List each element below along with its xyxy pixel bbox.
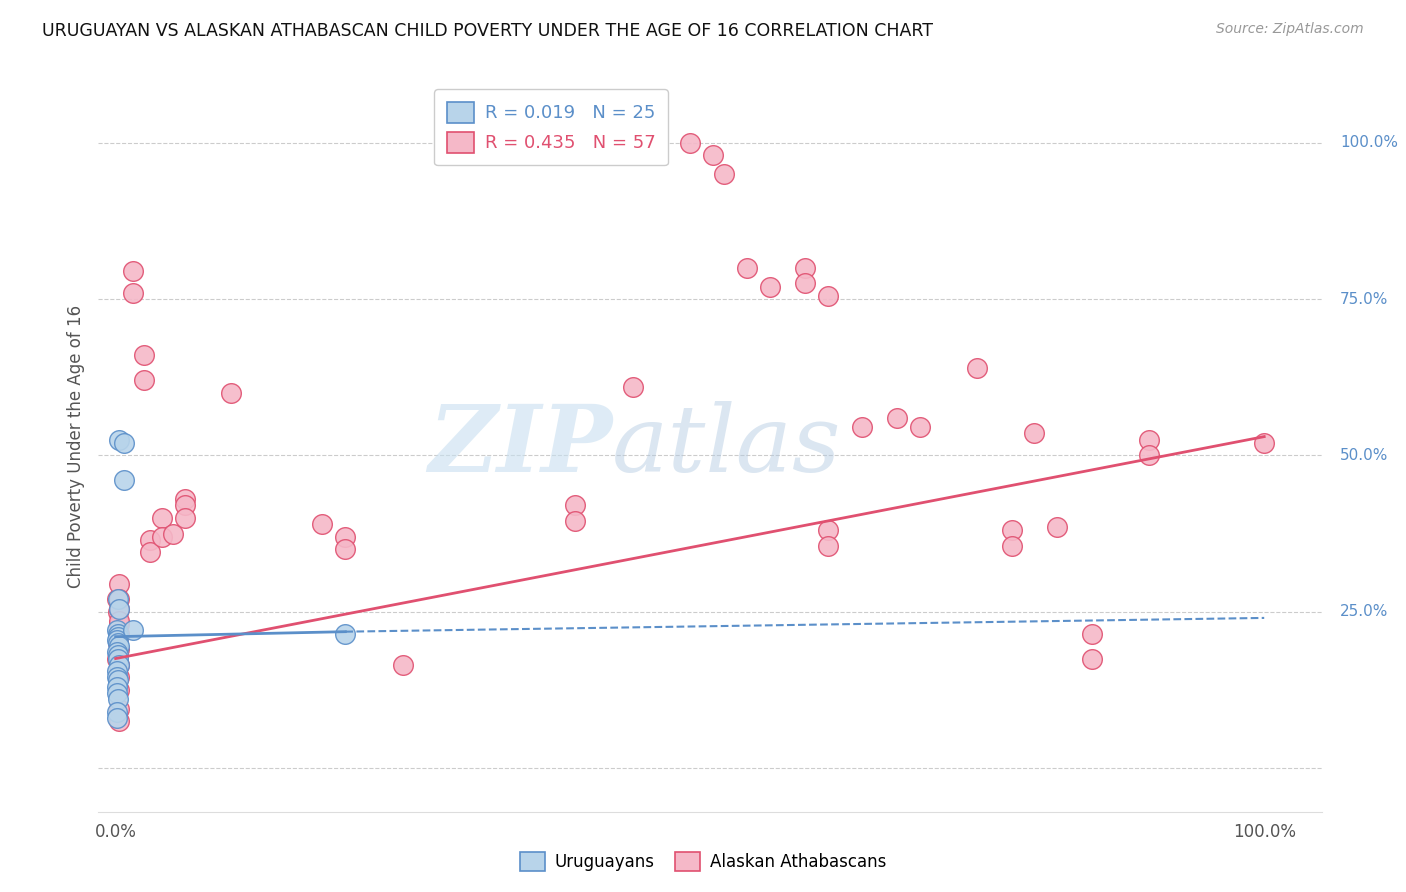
Point xyxy=(335,542,357,557)
Point xyxy=(108,657,131,672)
Text: URUGUAYAN VS ALASKAN ATHABASCAN CHILD POVERTY UNDER THE AGE OF 16 CORRELATION CH: URUGUAYAN VS ALASKAN ATHABASCAN CHILD PO… xyxy=(42,22,934,40)
Point xyxy=(105,645,128,659)
Point xyxy=(1000,539,1022,553)
Point xyxy=(112,435,135,450)
Point xyxy=(107,673,129,688)
Point xyxy=(335,530,357,544)
Point xyxy=(105,651,128,665)
Point xyxy=(150,530,173,544)
Point xyxy=(107,651,129,665)
Point xyxy=(1081,651,1104,665)
Text: atlas: atlas xyxy=(612,401,842,491)
Point xyxy=(173,511,195,525)
Point xyxy=(108,714,131,728)
Point xyxy=(108,617,131,632)
Point xyxy=(817,289,839,303)
Legend: Uruguayans, Alaskan Athabascans: Uruguayans, Alaskan Athabascans xyxy=(512,843,894,880)
Y-axis label: Child Poverty Under the Age of 16: Child Poverty Under the Age of 16 xyxy=(66,304,84,588)
Text: Source: ZipAtlas.com: Source: ZipAtlas.com xyxy=(1216,22,1364,37)
Point xyxy=(107,592,129,607)
Point xyxy=(817,539,839,553)
Point xyxy=(1024,426,1046,441)
Point xyxy=(139,545,162,559)
Point xyxy=(621,379,644,393)
Point xyxy=(162,526,184,541)
Point xyxy=(108,614,131,628)
Point xyxy=(851,420,873,434)
Point xyxy=(112,474,135,488)
Point xyxy=(108,592,131,607)
Point xyxy=(108,682,131,697)
Point xyxy=(107,605,129,619)
Point xyxy=(122,285,145,300)
Point xyxy=(105,592,128,607)
Point xyxy=(1137,449,1160,463)
Point xyxy=(108,626,131,640)
Point xyxy=(105,670,128,684)
Point xyxy=(105,664,128,678)
Point xyxy=(1137,433,1160,447)
Point xyxy=(886,410,908,425)
Point xyxy=(134,373,156,387)
Point xyxy=(105,705,128,719)
Point xyxy=(105,680,128,694)
Point xyxy=(108,642,131,657)
Point xyxy=(108,639,131,653)
Point xyxy=(679,136,702,150)
Point xyxy=(908,420,931,434)
Point xyxy=(737,260,759,275)
Point xyxy=(107,692,129,706)
Point xyxy=(759,279,782,293)
Point xyxy=(107,648,129,663)
Point xyxy=(966,360,988,375)
Point xyxy=(108,601,131,615)
Point xyxy=(105,711,128,725)
Legend: R = 0.019   N = 25, R = 0.435   N = 57: R = 0.019 N = 25, R = 0.435 N = 57 xyxy=(434,89,668,165)
Point xyxy=(564,514,586,528)
Point xyxy=(1000,524,1022,538)
Point xyxy=(817,524,839,538)
Point xyxy=(107,626,129,640)
Point xyxy=(311,517,333,532)
Point xyxy=(335,626,357,640)
Point xyxy=(108,576,131,591)
Point xyxy=(713,167,735,181)
Point xyxy=(391,657,413,672)
Text: 75.0%: 75.0% xyxy=(1340,292,1388,307)
Point xyxy=(150,511,173,525)
Point xyxy=(564,499,586,513)
Point xyxy=(702,148,724,162)
Point xyxy=(105,624,128,638)
Point xyxy=(107,636,129,650)
Point xyxy=(793,260,815,275)
Point xyxy=(122,624,145,638)
Point xyxy=(134,348,156,362)
Point xyxy=(1046,520,1069,534)
Point xyxy=(793,277,815,291)
Point xyxy=(105,686,128,700)
Point xyxy=(107,630,129,644)
Point xyxy=(1081,626,1104,640)
Text: 50.0%: 50.0% xyxy=(1340,448,1388,463)
Point xyxy=(173,492,195,507)
Point xyxy=(105,632,128,647)
Point xyxy=(1253,435,1275,450)
Point xyxy=(108,701,131,715)
Point xyxy=(108,601,131,615)
Point xyxy=(108,670,131,684)
Point xyxy=(219,385,242,400)
Text: ZIP: ZIP xyxy=(427,401,612,491)
Point xyxy=(107,636,129,650)
Point xyxy=(139,533,162,547)
Text: 100.0%: 100.0% xyxy=(1340,136,1398,150)
Point xyxy=(108,657,131,672)
Point xyxy=(122,264,145,278)
Point xyxy=(108,433,131,447)
Text: 25.0%: 25.0% xyxy=(1340,604,1388,619)
Point xyxy=(173,499,195,513)
